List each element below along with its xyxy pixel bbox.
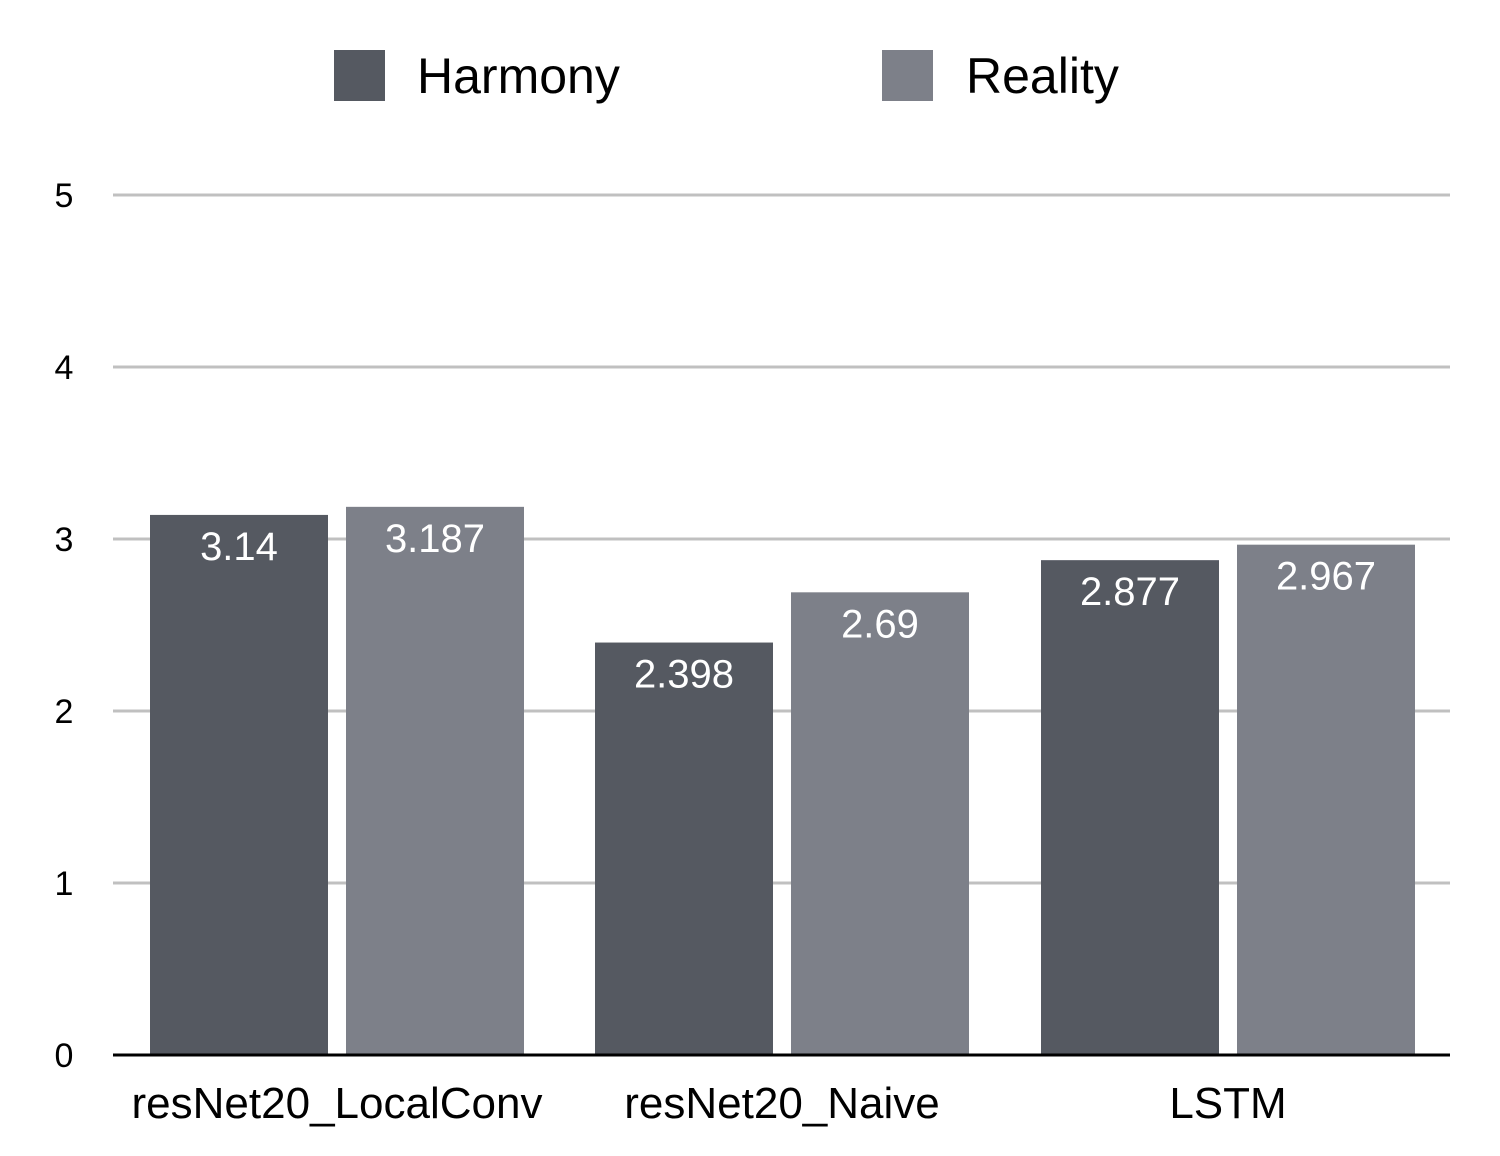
value-label-reality-2: 2.69 xyxy=(841,602,919,646)
y-tick-label-1: 1 xyxy=(55,865,74,903)
bars: 3.14 3.187 resNet20_LocalConv 2.398 2.69 resN… xyxy=(132,506,1415,1128)
bar-harmony-2 xyxy=(595,642,773,1055)
gridlines: 0 1 2 3 4 5 xyxy=(55,177,1450,1075)
category-label-2: resNet20_Naive xyxy=(624,1079,940,1128)
y-tick-label-3: 3 xyxy=(55,521,74,559)
legend-swatch-harmony xyxy=(334,50,385,101)
value-label-reality-3: 2.967 xyxy=(1276,555,1376,599)
value-label-harmony-2: 2.398 xyxy=(634,653,734,697)
legend-label-harmony: Harmony xyxy=(417,48,620,104)
legend-label-reality: Reality xyxy=(966,48,1119,104)
legend: Harmony Reality xyxy=(334,48,1119,104)
legend-swatch-reality xyxy=(882,50,933,101)
value-label-reality-1: 3.187 xyxy=(385,517,485,561)
bar-reality-2 xyxy=(791,592,969,1055)
y-tick-label-4: 4 xyxy=(55,349,74,387)
y-tick-label-5: 5 xyxy=(55,177,74,215)
category-label-1: resNet20_LocalConv xyxy=(132,1079,543,1128)
bar-harmony-1 xyxy=(150,514,328,1055)
bar-reality-1 xyxy=(346,506,524,1055)
y-tick-label-0: 0 xyxy=(55,1037,74,1075)
value-label-harmony-1: 3.14 xyxy=(200,525,278,569)
value-label-harmony-3: 2.877 xyxy=(1080,570,1180,614)
category-label-3: LSTM xyxy=(1169,1079,1286,1128)
bar-reality-3 xyxy=(1237,544,1415,1055)
y-tick-label-2: 2 xyxy=(55,693,74,731)
bar-harmony-3 xyxy=(1041,560,1219,1055)
